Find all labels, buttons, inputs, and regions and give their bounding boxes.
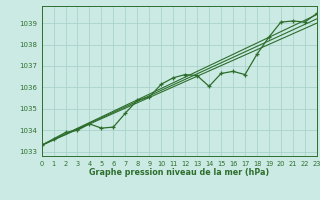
X-axis label: Graphe pression niveau de la mer (hPa): Graphe pression niveau de la mer (hPa)	[89, 168, 269, 177]
